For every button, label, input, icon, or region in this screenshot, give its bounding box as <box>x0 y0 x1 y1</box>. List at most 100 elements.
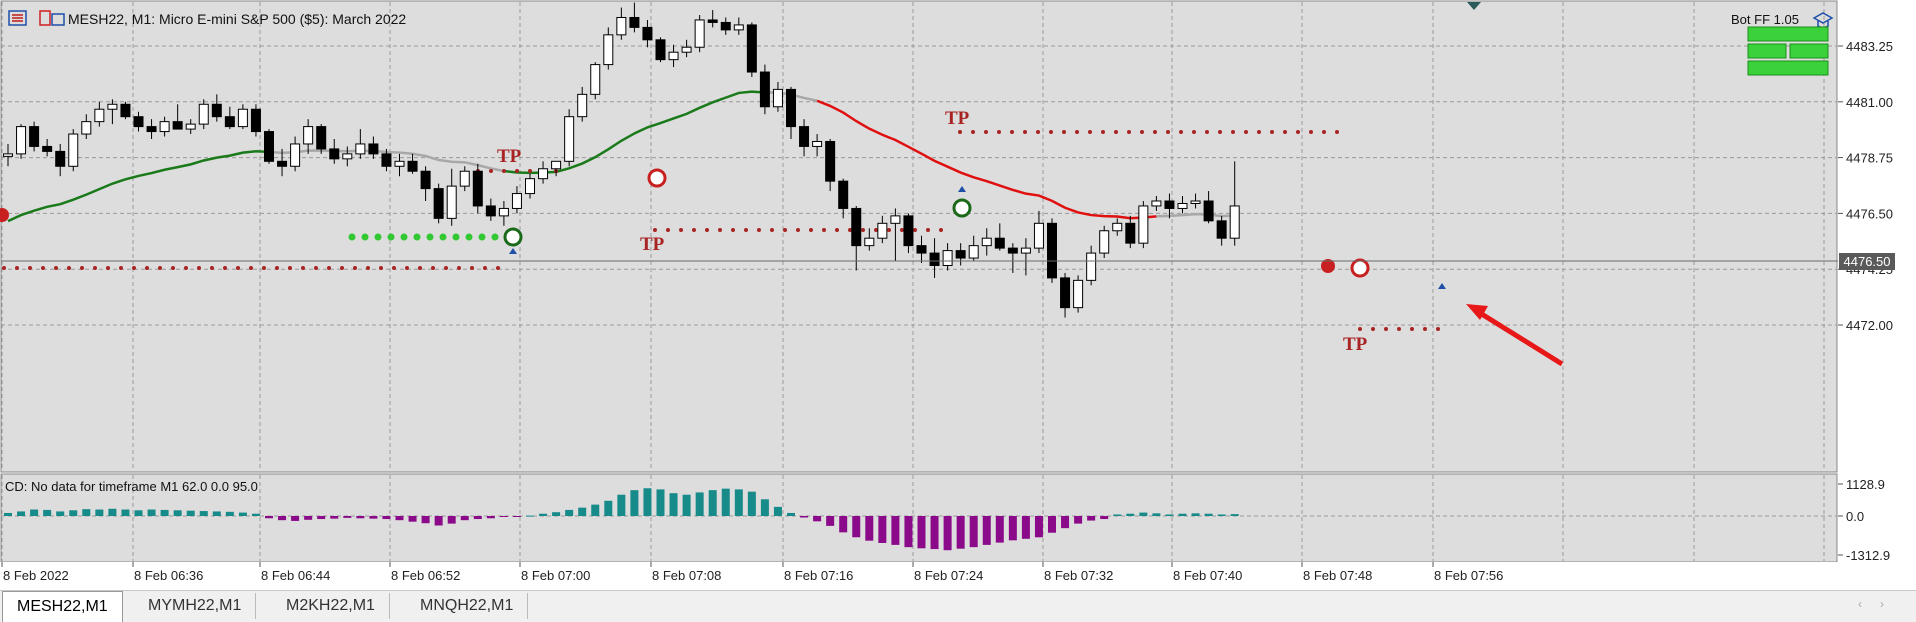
sl-dot <box>1114 130 1118 134</box>
candle-body <box>446 185 457 219</box>
histogram-bar <box>917 516 926 549</box>
sl-dot <box>770 228 774 232</box>
histogram-bar <box>630 490 639 516</box>
up-arrow-icon <box>958 186 966 192</box>
sl-dot <box>1205 130 1209 134</box>
candle-body <box>1007 247 1018 254</box>
up-arrow-icon <box>1438 283 1446 289</box>
indicator-tick-label: 1128.9 <box>1846 477 1885 492</box>
sl-dot <box>41 266 45 270</box>
histogram-bar <box>317 516 326 520</box>
sl-dot <box>515 169 519 173</box>
sl-dot <box>262 266 266 270</box>
sl-dot <box>822 228 826 232</box>
exit-marker-icon <box>0 208 9 222</box>
candle-body <box>812 140 823 147</box>
histogram-bar <box>1126 513 1135 516</box>
status-badge-3[interactable] <box>1789 43 1829 59</box>
candle-body <box>237 108 248 128</box>
histogram-bar <box>1230 514 1239 516</box>
tp-label: TP <box>945 108 970 129</box>
sl-dot <box>997 130 1001 134</box>
candle-body <box>1203 200 1214 222</box>
sl-dot <box>470 266 474 270</box>
sl-dot <box>926 228 930 232</box>
histogram-bar <box>1087 516 1096 521</box>
candle-body <box>994 237 1005 249</box>
candle-body <box>603 34 614 66</box>
histogram-bar <box>617 494 626 516</box>
status-badge-4[interactable] <box>1747 60 1829 76</box>
symbol-tab-bar: MESH22,M1 MYMH22,M1 M2KH22,M1 MNQH22,M1 … <box>0 590 1916 622</box>
tp-dot <box>439 233 447 241</box>
candle-body <box>746 24 757 73</box>
sl-dot <box>93 266 97 270</box>
sl-dot <box>861 228 865 232</box>
histogram-bar <box>121 509 130 516</box>
histogram-bar <box>604 500 613 516</box>
time-tick-label: 8 Feb 07:32 <box>1044 568 1113 583</box>
menu-list-icon[interactable] <box>8 10 27 26</box>
histogram-bar <box>1021 516 1030 539</box>
chart-canvas[interactable]: 4483.254481.004478.754476.504474.254472.… <box>0 0 1916 590</box>
price-tick-label: 4483.25 <box>1846 39 1893 54</box>
sl-dot <box>1371 327 1375 331</box>
sl-dot <box>971 130 975 134</box>
tab-scroll-arrows[interactable]: ‹› <box>1858 597 1902 611</box>
tp-dot <box>374 233 382 241</box>
candle-body <box>120 103 131 118</box>
histogram-bar <box>1178 513 1187 516</box>
sl-dot <box>288 266 292 270</box>
sl-dot <box>848 228 852 232</box>
sl-dot <box>145 266 149 270</box>
candle-body <box>42 145 53 152</box>
time-tick-label: 8 Feb 07:08 <box>652 568 721 583</box>
time-tick-label: 8 Feb 07:48 <box>1303 568 1372 583</box>
candle-body <box>903 215 914 247</box>
candle-body <box>707 19 718 23</box>
histogram-bar <box>278 516 287 521</box>
sell-marker-icon <box>647 168 667 188</box>
time-tick-label: 8 Feb 07:16 <box>784 568 853 583</box>
tp-dot <box>452 233 460 241</box>
histogram-bar <box>982 516 991 545</box>
candle-body <box>916 245 927 254</box>
candle-body <box>1138 205 1149 244</box>
sl-dot <box>692 228 696 232</box>
sl-dot <box>1062 130 1066 134</box>
sl-dot <box>1436 327 1440 331</box>
status-badge-1[interactable] <box>1747 26 1829 42</box>
sl-dot <box>2 266 6 270</box>
time-tick-label: 8 Feb 06:52 <box>391 568 460 583</box>
sl-dot <box>783 228 787 232</box>
sl-dot <box>809 228 813 232</box>
main-chart-panel[interactable] <box>0 0 1838 473</box>
chart-type-icon[interactable] <box>39 10 51 26</box>
histogram-bar <box>147 509 156 516</box>
chart-shift-marker-icon[interactable] <box>1467 2 1481 10</box>
status-badge-2[interactable] <box>1747 43 1787 59</box>
histogram-bar <box>447 516 456 524</box>
bot-label: Bot FF 1.05 <box>1731 12 1799 27</box>
time-tick-label: 8 Feb 07:40 <box>1173 568 1242 583</box>
tab-mesh22[interactable]: MESH22,M1 <box>2 591 123 622</box>
candle-body <box>81 121 92 135</box>
histogram-bar <box>82 509 91 516</box>
histogram-bar <box>708 490 717 516</box>
candle-body <box>3 153 13 157</box>
tp-dot <box>491 233 499 241</box>
time-tick-label: 8 Feb 06:44 <box>261 568 330 583</box>
histogram-bar <box>512 516 521 517</box>
sl-dot <box>275 266 279 270</box>
sl-dot <box>913 228 917 232</box>
candle-body <box>107 103 118 110</box>
tab-mnqh22[interactable]: MNQH22,M1 <box>406 593 529 619</box>
tab-mymh22[interactable]: MYMH22,M1 <box>134 593 257 619</box>
tab-m2kh22[interactable]: M2KH22,M1 <box>272 593 390 619</box>
sl-dot <box>1296 130 1300 134</box>
candle-body <box>133 116 144 128</box>
sl-dot <box>340 266 344 270</box>
sl-dot <box>132 266 136 270</box>
tp-dot <box>465 233 473 241</box>
sl-dot <box>874 228 878 232</box>
